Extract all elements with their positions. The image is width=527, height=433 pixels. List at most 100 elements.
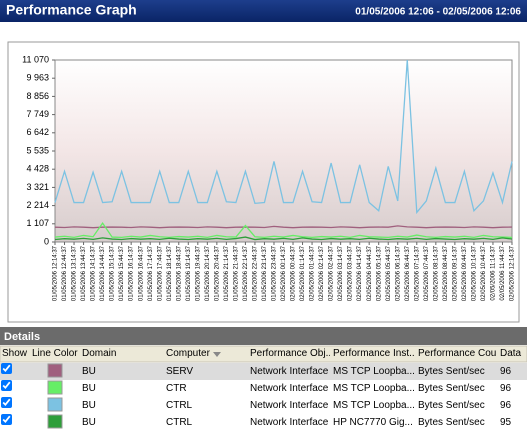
x-tick-label: 02/05/2006 09:14:37 [452,245,458,301]
x-tick-label: 02/05/2006 00:14:37 [281,245,287,301]
plot-area [54,59,513,243]
x-tick-label: 02/05/2006 06:14:37 [395,245,401,301]
row-cell: BU [82,366,96,377]
row-cell: MS TCP Loopba... [333,366,415,377]
y-tick-label: 0 [44,236,49,246]
column-header: Domain [82,348,117,359]
y-tick-label: 2 214 [26,200,49,210]
show-checkbox[interactable] [1,363,12,374]
x-tick-label: 01/05/2006 17:44:37 [157,245,163,301]
x-tick-label: 01/05/2006 21:14:37 [224,245,230,301]
details-title: Details [4,331,40,343]
x-tick-label: 01/05/2006 15:14:37 [110,245,116,301]
x-tick-label: 02/05/2006 01:44:37 [310,245,316,301]
show-checkbox[interactable] [1,397,12,408]
column-header: Performance Inst... [333,348,415,359]
column-header-row [0,345,527,363]
x-tick-label: 02/05/2006 04:14:37 [357,245,363,301]
x-tick-label: 01/05/2006 18:44:37 [176,245,182,301]
x-tick-label: 01/05/2006 16:14:37 [129,245,135,301]
x-tick-label: 01/05/2006 21:44:37 [233,245,239,301]
x-tick-label: 01/05/2006 19:44:37 [195,245,201,301]
y-tick-label: 3 321 [26,182,49,192]
column-header: Performance Obj... [250,348,330,359]
x-tick-label: 01/05/2006 22:14:37 [243,245,249,301]
row-cell: SERV [166,366,194,377]
x-tick-label: 01/05/2006 23:14:37 [262,245,268,301]
x-tick-label: 02/05/2006 03:14:37 [338,245,344,301]
selected-row [0,363,527,380]
header-bar [0,0,527,22]
line-color-swatch [47,380,63,395]
header-title: Performance Graph [6,2,137,18]
y-tick-label: 11 070 [22,54,49,64]
x-tick-label: 02/05/2006 05:14:37 [376,245,382,301]
row-cell: 96 [500,400,512,411]
y-tick-label: 7 749 [26,109,49,119]
x-tick-label: 02/05/2006 04:44:37 [367,245,373,301]
x-tick-label: 01/05/2006 17:14:37 [148,245,154,301]
x-tick-label: 02/05/2006 03:44:37 [348,245,354,301]
x-tick-label: 01/05/2006 12:44:37 [62,245,68,301]
x-tick-label: 02/05/2006 09:44:37 [462,245,468,301]
series-line [54,236,513,241]
x-tick-label: 01/05/2006 22:44:37 [253,245,259,301]
series-line [54,221,513,239]
y-tick-label: 6 642 [26,127,49,137]
x-tick-label: 01/05/2006 16:44:37 [138,245,144,301]
x-tick-label: 01/05/2006 20:44:37 [214,245,220,301]
x-tick-label: 02/05/2006 07:44:37 [424,245,430,301]
x-tick-label: 02/05/2006 02:14:37 [319,245,325,301]
row-cell: CTR [166,383,187,394]
row-cell: 95 [500,417,512,428]
x-tick-label: 01/05/2006 13:44:37 [81,245,87,301]
x-tick-label: 02/05/2006 08:44:37 [443,245,449,301]
x-tick-label: 02/05/2006 01:14:37 [300,245,306,301]
x-tick-label: 02/05/2006 10:14:37 [471,245,477,301]
y-tick-label: 4 428 [26,164,49,174]
column-header: Data I [500,348,524,359]
row-cell: Bytes Sent/sec [418,383,485,394]
x-tick-label: 01/05/2006 20:14:37 [205,245,211,301]
row-cell: 96 [500,366,512,377]
row-cell: Network Interface [250,366,329,377]
x-tick-label: 01/05/2006 23:44:37 [272,245,278,301]
details-bar [0,327,527,345]
x-tick-label: 01/05/2006 13:14:37 [72,245,78,301]
x-tick-label: 02/05/2006 11:44:37 [500,245,506,300]
row-cell: CTRL [166,400,193,411]
row-cell: Bytes Sent/sec [418,366,485,377]
column-header: Computer [166,348,210,359]
row-cell: HP NC7770 Gig... [333,417,413,428]
y-tick-label: 1 107 [26,218,49,228]
x-tick-label: 01/05/2006 14:44:37 [100,245,106,301]
line-color-swatch [47,414,63,429]
row-cell: MS TCP Loopba... [333,383,415,394]
x-tick-label: 02/05/2006 02:44:37 [329,245,335,301]
x-tick-label: 02/05/2006 10:44:37 [481,245,487,301]
x-tick-label: 01/05/2006 12:14:37 [53,245,59,301]
y-tick-label: 8 856 [26,91,49,101]
x-tick-label: 01/05/2006 14:14:37 [91,245,97,301]
column-header: Show [2,348,28,359]
show-checkbox[interactable] [1,414,12,425]
column-header: Performance Cou... [418,348,497,359]
series-line [54,225,513,229]
x-tick-label: 02/05/2006 05:44:37 [386,245,392,301]
row-cell: Network Interface [250,383,329,394]
row-cell: BU [82,417,96,428]
x-tick-label: 02/05/2006 11:14:37 [491,245,497,300]
x-tick-label: 02/05/2006 07:14:37 [414,245,420,301]
header-range: 01/05/2006 12:06 - 02/05/2006 12:06 [355,7,521,18]
row-cell: Network Interface [250,400,329,411]
row-cell: MS TCP Loopba... [333,400,415,411]
y-tick-label: 5 535 [26,145,49,155]
x-tick-label: 02/05/2006 06:44:37 [405,245,411,301]
line-color-swatch [47,397,63,412]
row-cell: BU [82,400,96,411]
show-checkbox[interactable] [1,380,12,391]
x-tick-label: 02/05/2006 00:44:37 [291,245,297,301]
y-tick-label: 9 963 [26,73,49,83]
